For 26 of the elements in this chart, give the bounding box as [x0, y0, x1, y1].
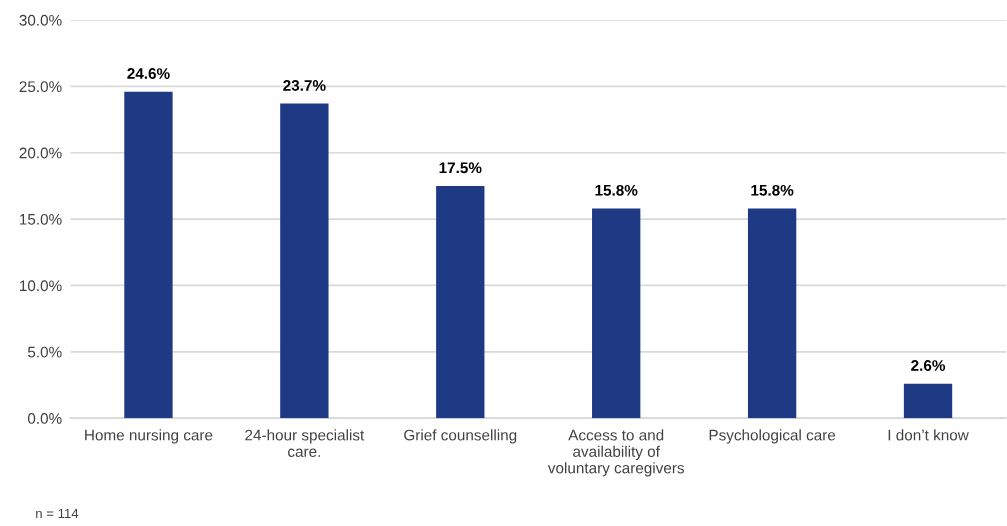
bar: [124, 91, 173, 419]
data-label: 23.7%: [283, 80, 326, 91]
x-tick-label: Access to and availability of voluntary caregivers: [547, 429, 685, 477]
data-label: 24.6%: [127, 68, 170, 79]
data-label: 15.8%: [595, 184, 638, 196]
text: n = 114: [36, 508, 79, 518]
bar: [280, 103, 329, 419]
bar: [903, 383, 953, 419]
bar: [747, 208, 797, 419]
data-label: 17.5%: [439, 162, 482, 174]
y-tick-label: 0.0%: [27, 413, 62, 424]
x-tick-label: Psychological care: [709, 429, 836, 444]
x-tick-label: Grief counselling: [404, 429, 517, 444]
y-tick-label: 10.0%: [20, 280, 62, 292]
bar: [592, 208, 641, 419]
y-tick-label: 5.0%: [27, 346, 62, 358]
y-tick-label: 20.0%: [19, 147, 62, 159]
y-tick-label: 25.0%: [19, 81, 62, 93]
x-tick-label: I don’t know: [888, 429, 969, 441]
x-tick-label: 24-hour specialist care.: [245, 429, 365, 457]
y-tick-label: 30.0%: [19, 14, 62, 26]
data-label: 15.8%: [751, 184, 794, 196]
bar: [436, 185, 485, 419]
x-tick-label: Home nursing care: [85, 429, 213, 444]
y-tick-label: 15.0%: [20, 213, 62, 225]
data-label: 2.6%: [911, 360, 946, 371]
